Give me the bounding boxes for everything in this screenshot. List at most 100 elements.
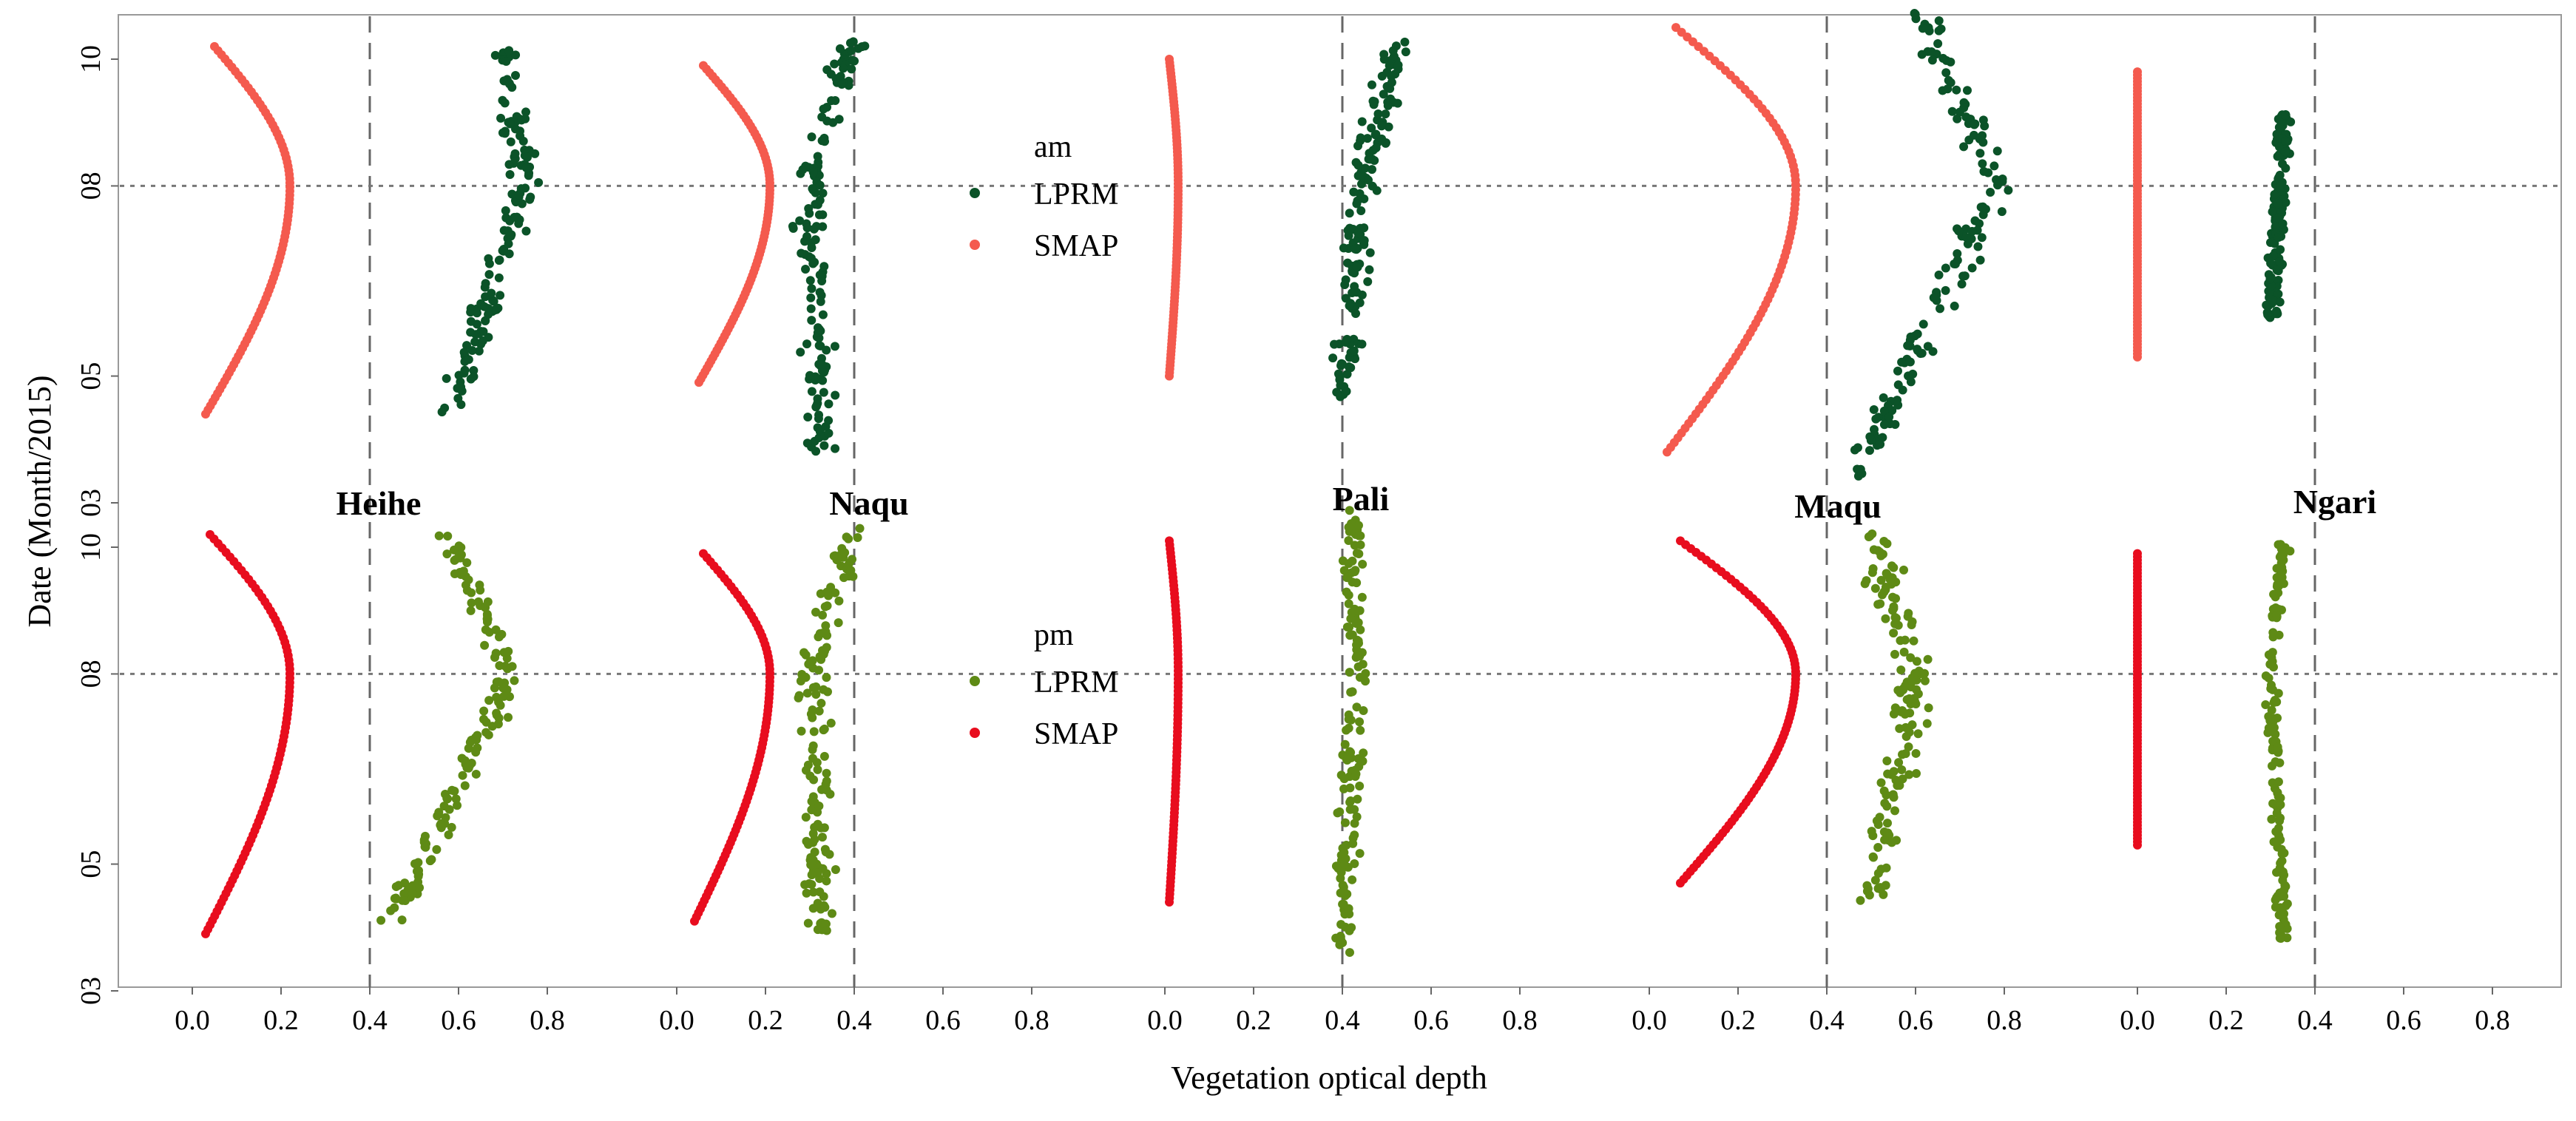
lprm-point — [2275, 257, 2285, 267]
lprm-point — [1890, 613, 1900, 623]
lprm-point — [501, 206, 510, 215]
lprm-point — [1936, 304, 1945, 314]
lprm-point — [441, 813, 450, 822]
lprm-point — [811, 372, 820, 382]
lprm-point — [1957, 280, 1967, 289]
lprm-point — [479, 714, 489, 724]
lprm-point — [490, 653, 499, 663]
lprm-point — [847, 64, 856, 74]
lprm-point — [830, 342, 839, 351]
lprm-point — [471, 735, 481, 745]
x-tick-label: 0.4 — [1809, 1005, 1845, 1036]
plot-frame — [118, 14, 2562, 988]
lprm-point — [822, 876, 831, 886]
lprm-point — [1927, 47, 1936, 57]
lprm-point — [534, 177, 544, 187]
lprm-point — [2271, 827, 2281, 836]
lprm-point — [1350, 805, 1359, 814]
x-tick-label: 0.8 — [2475, 1005, 2510, 1036]
lprm-point — [464, 355, 473, 365]
lprm-point — [1355, 782, 1365, 791]
lprm-point — [819, 685, 828, 694]
lprm-point — [1363, 175, 1373, 185]
lprm-point — [810, 847, 819, 857]
lprm-point — [807, 387, 817, 396]
lprm-point — [796, 348, 805, 357]
lprm-point — [1344, 904, 1353, 913]
lprm-point — [413, 872, 423, 881]
lprm-point — [1336, 867, 1346, 876]
lprm-point — [1876, 778, 1886, 788]
lprm-point — [798, 674, 808, 683]
lprm-point — [462, 763, 472, 773]
lprm-point — [1373, 109, 1383, 119]
lprm-point — [825, 789, 835, 799]
lprm-point — [1993, 180, 2003, 190]
y-tick-label: 10 — [75, 533, 107, 561]
lprm-point — [2262, 308, 2272, 317]
lprm-point — [436, 823, 446, 833]
lprm-point — [1354, 531, 1364, 541]
lprm-point — [839, 64, 848, 73]
lprm-point — [1879, 406, 1889, 416]
lprm-point — [1906, 332, 1916, 342]
lprm-point — [1904, 609, 1913, 618]
lprm-point — [499, 648, 509, 657]
lprm-point — [1893, 685, 1903, 695]
lprm-point — [1345, 631, 1355, 640]
lprm-point — [1903, 341, 1913, 350]
lprm-point — [471, 748, 481, 757]
lprm-point — [453, 801, 462, 810]
lprm-point — [521, 107, 530, 117]
lprm-point — [855, 524, 865, 533]
lprm-point — [857, 42, 867, 52]
lprm-point — [2273, 714, 2282, 723]
lprm-point — [1882, 539, 1892, 549]
lprm-point — [2281, 136, 2291, 146]
lprm-point — [808, 184, 817, 194]
lprm-point — [521, 163, 531, 172]
lprm-point — [804, 660, 814, 669]
lprm-point — [2280, 147, 2290, 157]
lprm-point — [819, 441, 829, 450]
lprm-point — [815, 195, 825, 205]
lprm-point — [494, 677, 504, 687]
lprm-point — [1962, 86, 1972, 95]
smap-point — [699, 61, 708, 70]
lprm-point — [1881, 614, 1890, 623]
lprm-point — [498, 246, 508, 256]
lprm-point — [1887, 838, 1896, 847]
lprm-point — [1912, 769, 1921, 779]
lprm-point — [1345, 925, 1354, 935]
lprm-point — [806, 709, 816, 719]
lprm-point — [494, 256, 504, 265]
lprm-point — [1870, 876, 1880, 885]
lprm-point — [1961, 232, 1971, 242]
lprm-point — [1381, 109, 1390, 119]
lprm-point — [1889, 793, 1899, 802]
lprm-point — [814, 706, 824, 716]
lprm-point — [822, 673, 831, 683]
lprm-point — [808, 904, 818, 913]
lprm-point — [1336, 920, 1346, 929]
lprm-point — [1890, 649, 1899, 659]
lprm-point — [1950, 301, 1959, 311]
lprm-point — [1401, 47, 1410, 57]
lprm-point — [1879, 890, 1888, 899]
lprm-point — [2276, 245, 2285, 254]
lprm-point — [2268, 207, 2277, 217]
lprm-point — [500, 98, 510, 108]
lprm-point — [494, 632, 504, 642]
lprm-point — [807, 870, 817, 880]
y-tick-label: 08 — [75, 660, 107, 688]
lprm-point — [808, 753, 817, 763]
lprm-point — [802, 888, 811, 898]
lprm-point — [797, 726, 806, 736]
lprm-point — [1900, 635, 1910, 645]
lprm-point — [1970, 120, 1979, 129]
lprm-point — [788, 222, 797, 231]
lprm-point — [2275, 933, 2285, 943]
lprm-point — [1893, 396, 1902, 405]
lprm-point — [795, 216, 805, 226]
lprm-point — [1365, 155, 1375, 164]
